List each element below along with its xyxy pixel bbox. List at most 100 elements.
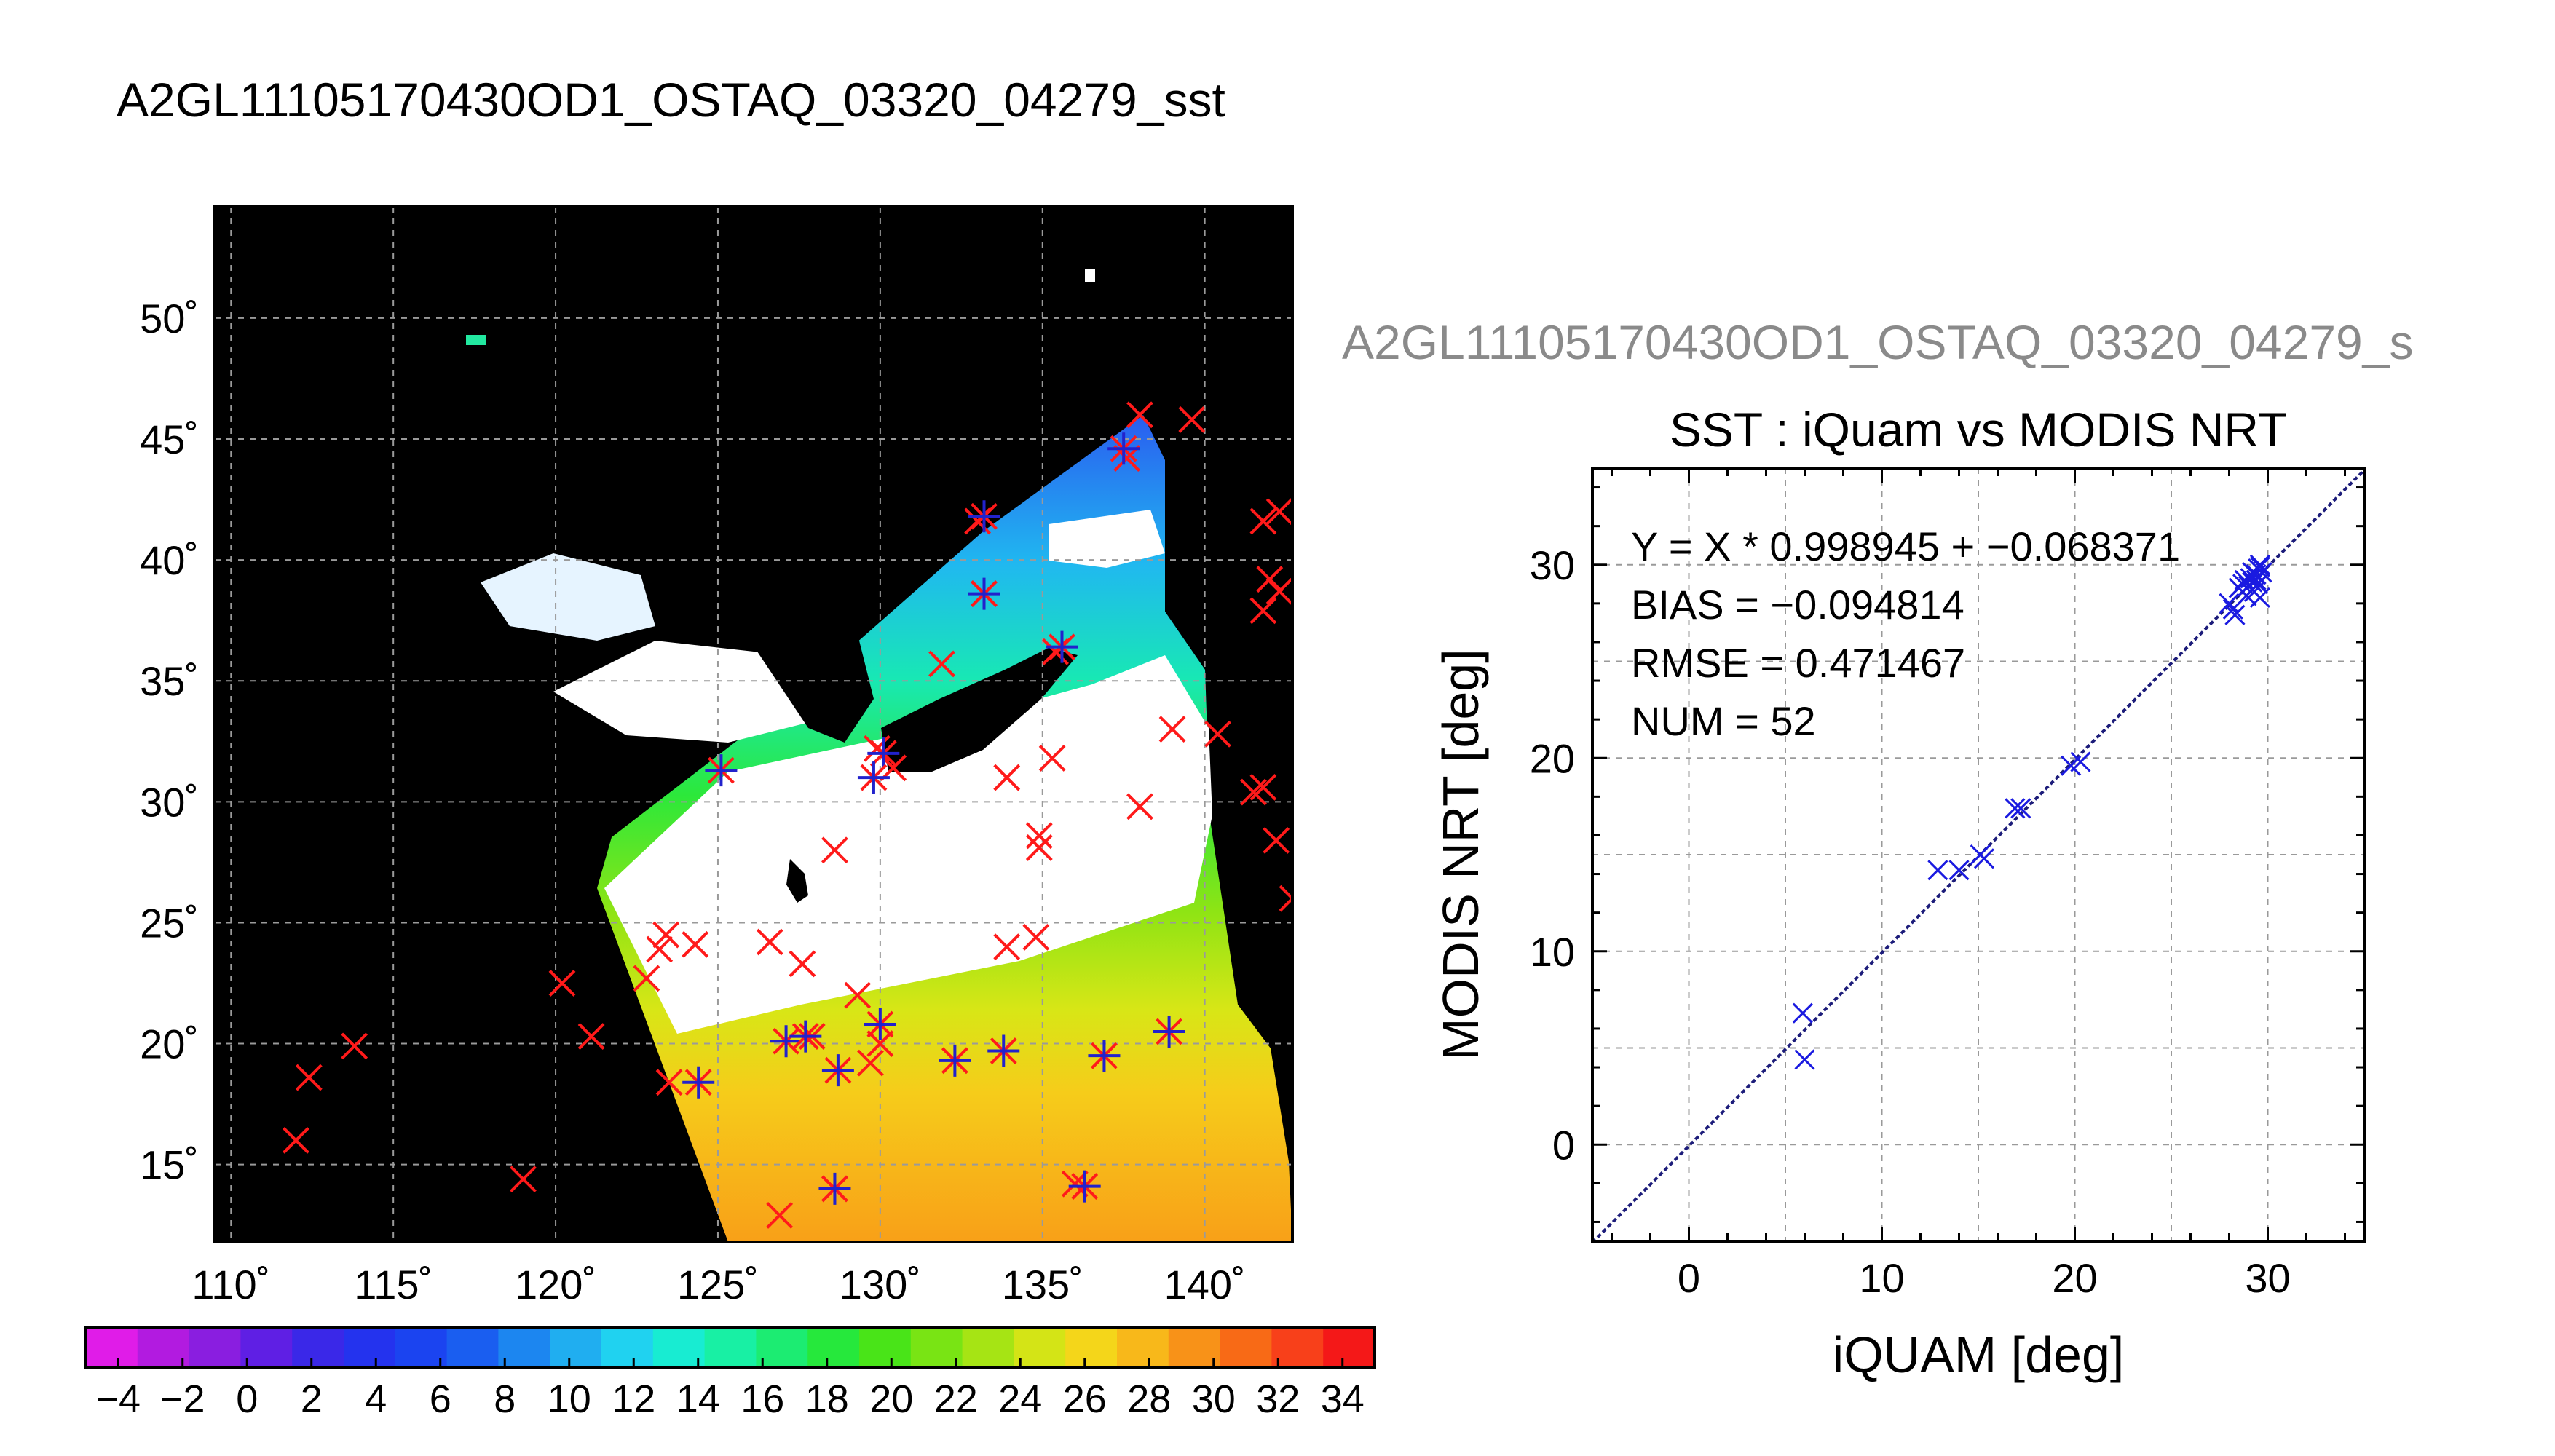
colorbar-tick-label: 18 — [805, 1377, 849, 1421]
iquam-obs-marker — [1158, 716, 1186, 743]
colorbar-swatch — [962, 1327, 1015, 1367]
num-value: NUM = 52 — [1631, 698, 1816, 744]
colorbar-tick-label: 20 — [869, 1377, 913, 1421]
scatter-point — [2070, 751, 2091, 772]
lat-tick-label: 20˚ — [140, 1021, 199, 1067]
iquam-obs-marker — [1178, 405, 1206, 433]
iquam-obs-marker — [510, 1166, 537, 1193]
iquam-obs-marker — [646, 935, 674, 963]
colorbar-swatch — [86, 1327, 138, 1367]
y-tick-label: 30 — [1530, 542, 1575, 588]
colorbar-tick-label: 26 — [1063, 1377, 1107, 1421]
stats-annotations: Y = X * 0.998945 + −0.068371 BIAS = −0.0… — [1631, 523, 2180, 744]
iquam-obs-marker — [655, 1069, 683, 1096]
y-tick-label: 10 — [1530, 929, 1575, 975]
colorbar-tick-label: −4 — [95, 1377, 141, 1421]
colorbar-swatch — [1323, 1327, 1375, 1367]
colorbar-swatch — [1117, 1327, 1169, 1367]
colorbar-tick-label: 0 — [236, 1377, 258, 1421]
colorbar-swatch — [189, 1327, 242, 1367]
map-markers — [283, 401, 1292, 1229]
iquam-obs-marker — [1240, 778, 1267, 806]
colorbar-swatch — [550, 1327, 602, 1367]
colorbar-tick-label: 14 — [676, 1377, 720, 1421]
iquam-obs-marker — [1038, 745, 1066, 772]
colorbar-tick-label: 28 — [1127, 1377, 1171, 1421]
map-grid — [215, 207, 1292, 1242]
matchup-marker — [864, 1008, 896, 1040]
lat-tick-label: 40˚ — [140, 537, 199, 583]
scatter-point — [2246, 569, 2267, 591]
land-japan — [881, 648, 1078, 772]
colorbar-swatch — [137, 1327, 190, 1367]
matchup-marker — [1088, 1040, 1121, 1072]
colorbar-tick-label: 4 — [365, 1377, 387, 1421]
iquam-obs-marker — [821, 836, 848, 864]
matchup-marker — [1046, 630, 1078, 663]
lon-tick-label: 130˚ — [840, 1262, 921, 1307]
sst-map: 50˚ 45˚ 40˚ 35˚ 30˚ 25˚ 20˚ 15˚ 110˚ 115˚ 120˚ 125… — [140, 205, 1294, 1307]
latitude-labels: 50˚ 45˚ 40˚ 35˚ 30˚ 25˚ 20˚ 15˚ — [140, 296, 199, 1188]
colorbar-swatch — [601, 1327, 654, 1367]
matchup-marker — [682, 1066, 715, 1099]
fit-equation: Y = X * 0.998945 + −0.068371 — [1631, 523, 2180, 569]
scatter-point — [2005, 798, 2026, 819]
lon-tick-label: 125˚ — [677, 1262, 759, 1307]
colorbar-tick-label: 6 — [430, 1377, 451, 1421]
colorbar-swatch — [807, 1327, 860, 1367]
scatter-point — [2224, 604, 2246, 625]
cloud-region — [1049, 510, 1165, 568]
iquam-obs-marker — [766, 1202, 794, 1229]
rmse-value: RMSE = 0.471467 — [1631, 640, 1965, 686]
scatter-plot: SST : iQuam vs MODIS NRT 0 10 20 300102030 … — [1432, 403, 2366, 1383]
colorbar-swatch — [240, 1327, 293, 1367]
iquam-obs-marker — [866, 1030, 894, 1057]
iquam-obs-marker — [993, 764, 1021, 791]
iquam-obs-marker — [1126, 401, 1153, 429]
figure-title: A2GL11105170430OD1_OSTAQ_03320_04279_sst — [117, 73, 1225, 127]
matchup-marker — [705, 754, 738, 787]
matchup-marker — [968, 500, 1000, 533]
colorbar-swatch — [395, 1327, 448, 1367]
matchup-marker — [987, 1034, 1020, 1067]
island-speck — [466, 335, 486, 345]
iquam-obs-marker — [1126, 793, 1153, 820]
iquam-obs-marker — [577, 1023, 605, 1051]
matchup-marker — [867, 737, 900, 769]
lon-tick-label: 115˚ — [354, 1262, 433, 1307]
scatter-point — [1794, 1049, 1815, 1070]
y-tick-label: 0 — [1552, 1122, 1575, 1168]
colorbar-swatch — [344, 1327, 396, 1367]
colorbar-swatch — [292, 1327, 344, 1367]
island-speck — [1085, 269, 1095, 282]
scatter-point — [2236, 585, 2257, 606]
lat-tick-label: 30˚ — [140, 779, 199, 825]
iquam-obs-marker — [844, 981, 872, 1009]
scatter-point — [1948, 860, 1970, 881]
lat-tick-label: 25˚ — [140, 900, 199, 946]
matchup-marker — [857, 761, 890, 794]
y-tick-label: 20 — [1530, 735, 1575, 781]
scatter-point — [1927, 860, 1948, 881]
iquam-obs-marker — [682, 930, 709, 958]
scatter-point — [1792, 1002, 1813, 1024]
iquam-obs-marker — [756, 928, 783, 956]
x-tick-label: 30 — [2245, 1255, 2290, 1301]
x-tick-label: 20 — [2052, 1255, 2097, 1301]
colorbar-swatch — [1014, 1327, 1066, 1367]
iquam-obs-marker — [1265, 577, 1292, 605]
lon-tick-label: 140˚ — [1164, 1262, 1246, 1307]
iquam-obs-marker — [1263, 827, 1290, 854]
iquam-obs-marker — [1061, 1170, 1089, 1198]
colorbar-swatch — [910, 1327, 963, 1367]
map-frame — [213, 205, 1294, 1243]
lon-tick-label: 120˚ — [515, 1262, 596, 1307]
colorbar-tick-label: 8 — [494, 1377, 516, 1421]
cloud-region — [481, 553, 655, 641]
x-axis-label: iQUAM [deg] — [1833, 1326, 2125, 1383]
right-panel-title: A2GL11105170430OD1_OSTAQ_03320_04279_s — [1342, 315, 2413, 369]
cloud-region — [553, 641, 816, 743]
lat-tick-label: 50˚ — [140, 296, 199, 341]
colorbar-tick-label: 12 — [612, 1377, 655, 1421]
